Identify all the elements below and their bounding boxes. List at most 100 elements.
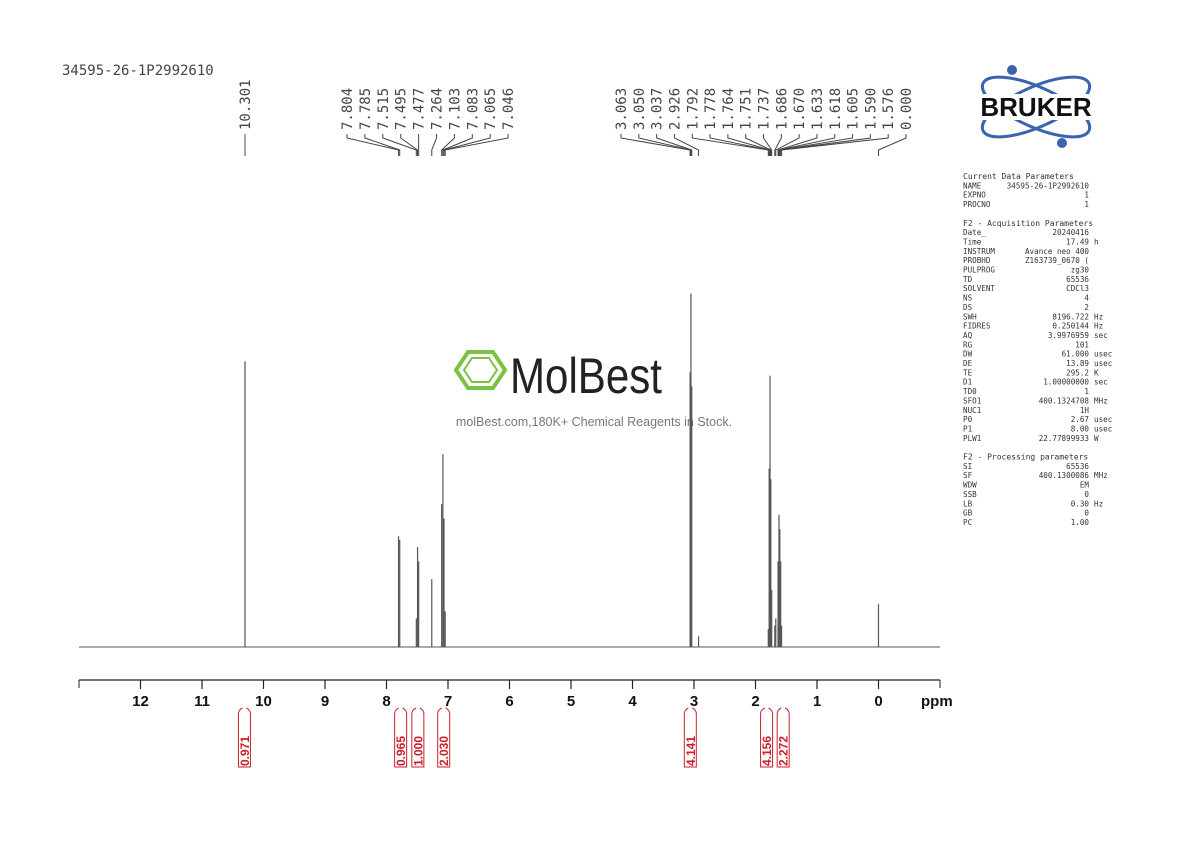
integral-bracket: [437, 707, 451, 768]
peak-label: 7.477: [412, 88, 428, 130]
parameter-value: 1H: [1080, 406, 1090, 415]
peak-label: 1.618: [828, 88, 844, 130]
peak-label: 1.792: [685, 88, 701, 130]
peak-label-connector: [364, 134, 401, 156]
peak-label: 7.804: [340, 88, 356, 130]
x-tick-label: 9: [321, 693, 329, 710]
parameter-key: SSB: [963, 490, 977, 499]
parameter-key: P0: [963, 415, 973, 424]
parameter-value: zg30: [1071, 266, 1090, 275]
parameter-value: 1: [1084, 387, 1089, 396]
peak-label-connector: [779, 134, 854, 156]
parameter-key: GB: [963, 509, 973, 518]
parameter-value: 1: [1084, 200, 1089, 209]
parameter-value: 61.000: [1062, 350, 1090, 359]
parameter-key: PROBHD: [963, 256, 991, 265]
parameter-value: 0.30: [1071, 499, 1090, 508]
logo-dot: [1007, 65, 1017, 75]
parameter-value: 0: [1084, 490, 1089, 499]
integral-bracket: [237, 707, 251, 768]
parameter-key: Time: [963, 237, 982, 246]
parameter-value: Avance neo 400: [1025, 247, 1089, 256]
x-tick-label: 8: [382, 693, 390, 710]
logo: BRUKER: [956, 65, 1116, 148]
spectrum-title: 34595-26-1P2992610: [62, 63, 214, 79]
x-tick-label: 6: [505, 693, 513, 710]
peak-label: 1.751: [739, 88, 755, 130]
watermark: MolBest molBest.com,180K+ Chemical Reage…: [453, 348, 732, 429]
x-axis-label: ppm: [921, 693, 953, 710]
peak-label-connector: [442, 134, 473, 156]
integral-value: 2.272: [777, 736, 791, 766]
parameter-value: 1.00: [1071, 518, 1090, 527]
peak-label: 7.785: [358, 88, 374, 130]
parameter-value: 34595-26-1P2992610: [1007, 181, 1090, 190]
parameter-key: D1: [963, 378, 973, 387]
peak-label: 10.301: [238, 79, 254, 130]
peak-label: 1.764: [721, 88, 737, 130]
parameter-key: P1: [963, 424, 973, 433]
logo-dot: [1057, 138, 1067, 148]
parameter-value: 65536: [1066, 275, 1089, 284]
parameter-key: DS: [963, 303, 973, 312]
x-tick-label: 5: [567, 693, 575, 710]
peak-label-connector: [691, 134, 769, 156]
peak-label: 7.046: [501, 88, 517, 130]
parameter-value: 8196.722: [1052, 312, 1089, 321]
parameter-key: INSTRUM: [963, 247, 995, 256]
integral-bracket: [411, 707, 425, 768]
parameter-value: 400.1300086: [1039, 471, 1090, 480]
peak-label: 7.083: [465, 88, 481, 130]
peak-label-connector: [709, 134, 770, 156]
parameter-unit: Hz: [1094, 322, 1103, 331]
integral-bracket: [760, 707, 774, 768]
parameter-section-title: Current Data Parameters: [963, 172, 1074, 181]
watermark-tagline: molBest.com,180K+ Chemical Reagents in S…: [456, 415, 732, 429]
peak-label: 7.495: [394, 88, 410, 130]
integral-value: 4.141: [684, 736, 698, 766]
parameter-key: SWH: [963, 312, 977, 321]
peak-label: 1.670: [792, 88, 808, 130]
peak-label-connector: [727, 134, 771, 156]
watermark-brand: MolBest: [510, 348, 662, 404]
parameter-unit: sec: [1094, 331, 1108, 340]
parameter-value: 101: [1075, 340, 1089, 349]
logo-orbit: [980, 75, 1092, 139]
peak-label: 3.050: [632, 88, 648, 130]
peak-label: 1.590: [863, 88, 879, 130]
parameter-key: DE: [963, 359, 973, 368]
parameter-key: TD0: [963, 387, 977, 396]
parameter-value: 3.9976959: [1048, 331, 1090, 340]
parameter-unit: W: [1094, 434, 1099, 443]
x-tick-label: 7: [444, 693, 452, 710]
peak-label: 1.686: [774, 88, 790, 130]
parameter-key: SOLVENT: [963, 284, 995, 293]
peak-label-connector: [673, 134, 700, 156]
parameter-unit: h: [1094, 237, 1099, 246]
integral-value: 2.030: [437, 736, 451, 766]
peak-label-connector: [656, 134, 693, 156]
parameter-unit: usec: [1094, 424, 1112, 433]
parameter-value: 4: [1084, 294, 1089, 303]
parameter-key: RG: [963, 340, 973, 349]
peak-label-connector: [443, 134, 491, 156]
parameter-unit: usec: [1094, 359, 1112, 368]
x-tick-label: 12: [132, 693, 149, 710]
peak-label: 2.926: [667, 88, 683, 130]
x-tick-label: 11: [194, 693, 210, 710]
parameter-key: TE: [963, 368, 973, 377]
parameter-key: PULPROG: [963, 266, 995, 275]
parameter-value: 65536: [1066, 462, 1089, 471]
peak-label-connector: [777, 134, 818, 156]
x-tick-label: 2: [751, 693, 759, 710]
x-tick-label: 4: [628, 693, 637, 710]
peak-label-connector: [781, 134, 889, 156]
peak-label-connector: [382, 134, 417, 156]
parameter-key: FIDRES: [963, 322, 991, 331]
peak-label: 1.605: [846, 88, 862, 130]
integral-value: 0.965: [394, 736, 408, 766]
peak-label-connector: [346, 134, 400, 156]
peak-label-connector: [878, 134, 907, 156]
x-tick-label: 3: [690, 693, 698, 710]
